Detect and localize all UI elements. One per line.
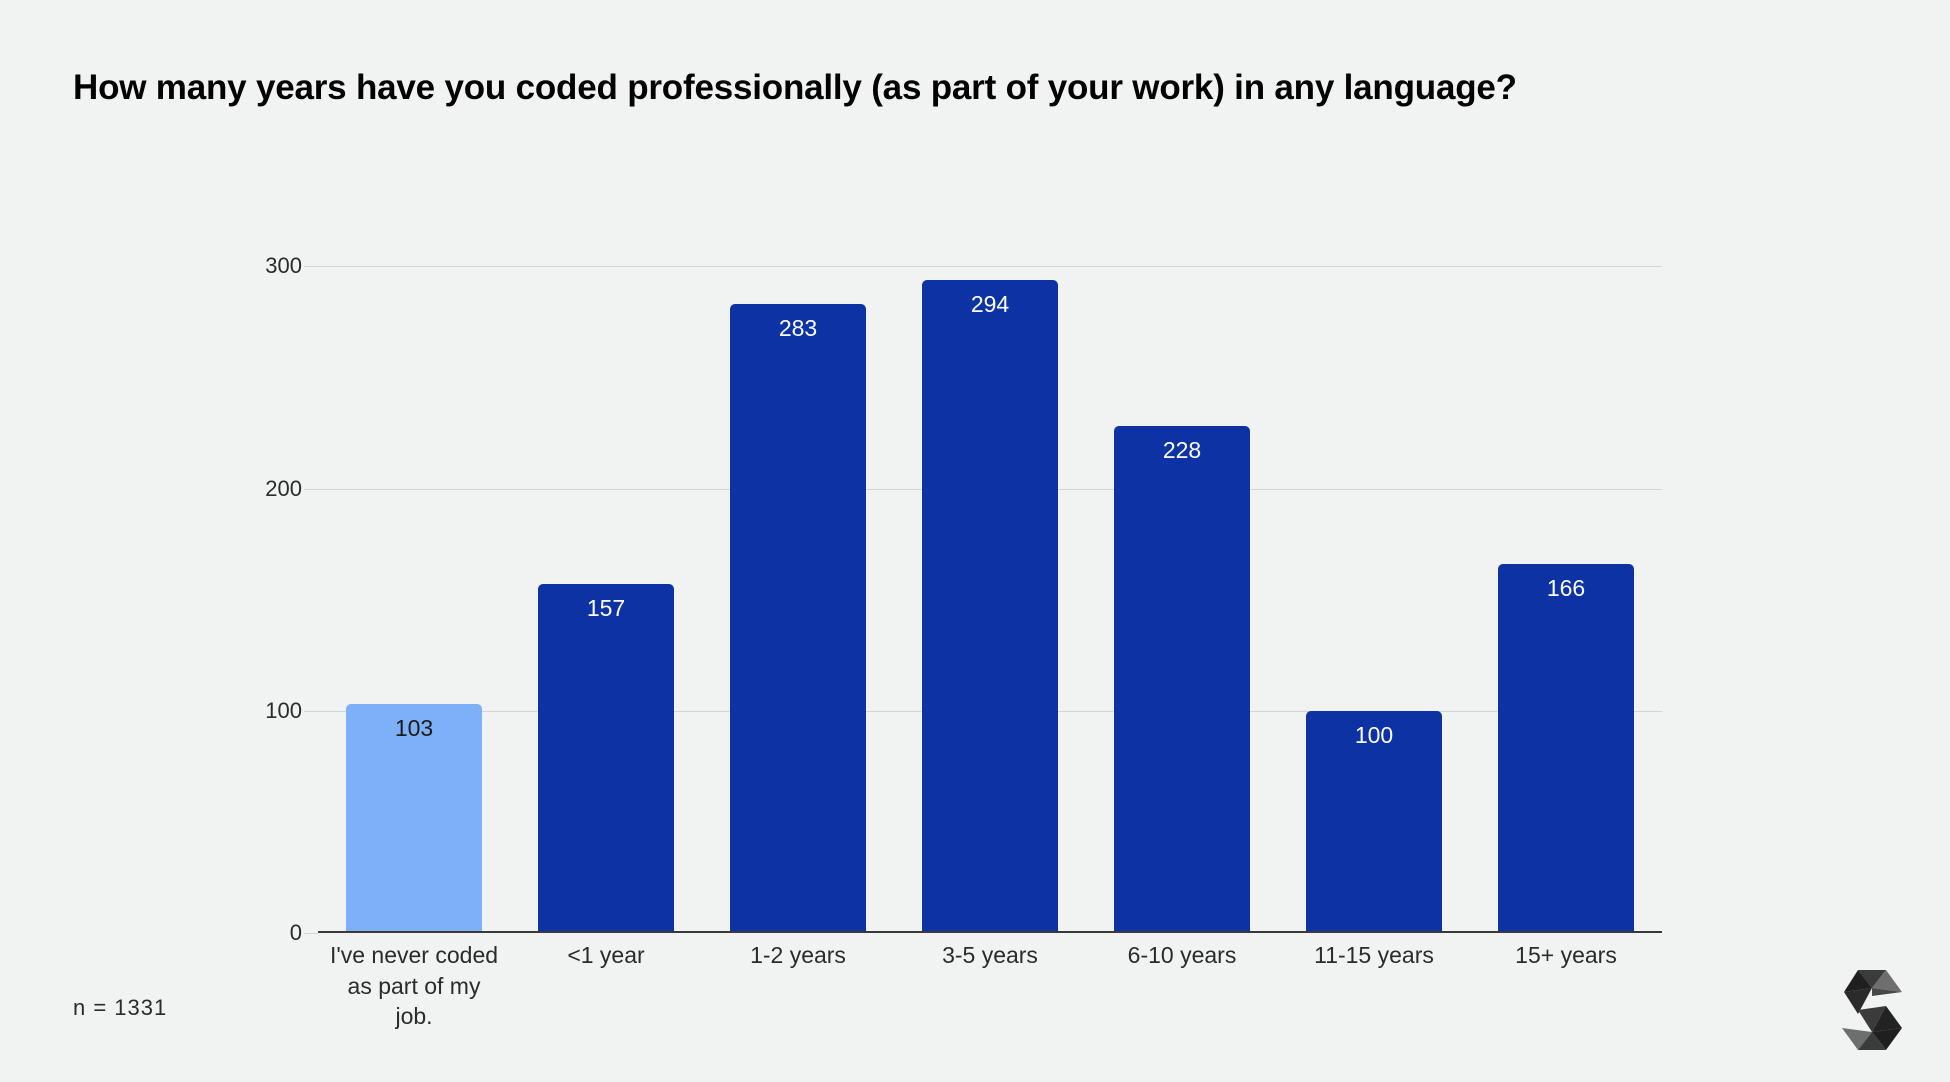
- x-axis-category-label: 3-5 years: [942, 942, 1038, 968]
- bar-slot: 103: [318, 222, 510, 933]
- x-axis-labels: I've never coded as part of my job. <1 ye…: [318, 940, 1662, 1032]
- y-axis-tick-label: 0: [289, 920, 302, 945]
- bar-value-label: 294: [970, 290, 1010, 317]
- bar[interactable]: 157: [537, 584, 675, 933]
- x-axis-category-label: 15+ years: [1515, 942, 1617, 968]
- page-title: How many years have you coded profession…: [73, 68, 1517, 108]
- y-axis-tick-mark: [304, 266, 318, 268]
- x-axis-category-label: I've never coded as part of my job.: [329, 942, 499, 1030]
- bar-slot: 166: [1470, 222, 1662, 933]
- y-axis-tick-label: 300: [265, 253, 302, 279]
- bar-slot: 157: [510, 222, 702, 933]
- x-axis-category-label: <1 year: [567, 942, 645, 968]
- bars-layer: 103 157 283 294 228 100 166: [318, 222, 1662, 933]
- x-axis-baseline: [318, 931, 1662, 933]
- bar-value-label: 166: [1546, 575, 1586, 602]
- sample-size-note: n = 1331: [73, 995, 168, 1020]
- bar[interactable]: 283: [729, 304, 867, 933]
- y-axis-tick-label: 100: [265, 697, 302, 723]
- y-axis-tick-mark: [304, 710, 318, 712]
- bar[interactable]: 100: [1305, 710, 1443, 933]
- gridline: [318, 266, 1662, 268]
- bar[interactable]: 103: [345, 704, 483, 933]
- plot-area: 103 157 283 294 228 100 166: [318, 222, 1662, 933]
- bar-value-label: 103: [394, 715, 434, 742]
- bar[interactable]: 228: [1113, 426, 1251, 933]
- x-axis-category-label: 1-2 years: [750, 942, 846, 968]
- bar-slot: 294: [894, 222, 1086, 933]
- x-axis-category-label: 11-15 years: [1314, 942, 1434, 968]
- bar-value-label: 228: [1162, 437, 1202, 464]
- y-axis-tick-mark: [304, 488, 318, 490]
- bar-slot: 228: [1086, 222, 1278, 933]
- bar-slot: 100: [1278, 222, 1470, 933]
- x-axis-category-label: 6-10 years: [1127, 942, 1237, 968]
- bar-value-label: 283: [778, 315, 818, 342]
- y-axis-tick-mark: [304, 933, 318, 934]
- bar-slot: 283: [702, 222, 894, 933]
- bar-value-label: 100: [1354, 721, 1394, 748]
- bar[interactable]: 166: [1497, 564, 1635, 933]
- stack-overflow-facet-logo: [1828, 962, 1916, 1058]
- bar[interactable]: 294: [921, 279, 1059, 933]
- y-axis-tick-label: 200: [265, 475, 302, 501]
- bar-value-label: 157: [586, 595, 626, 622]
